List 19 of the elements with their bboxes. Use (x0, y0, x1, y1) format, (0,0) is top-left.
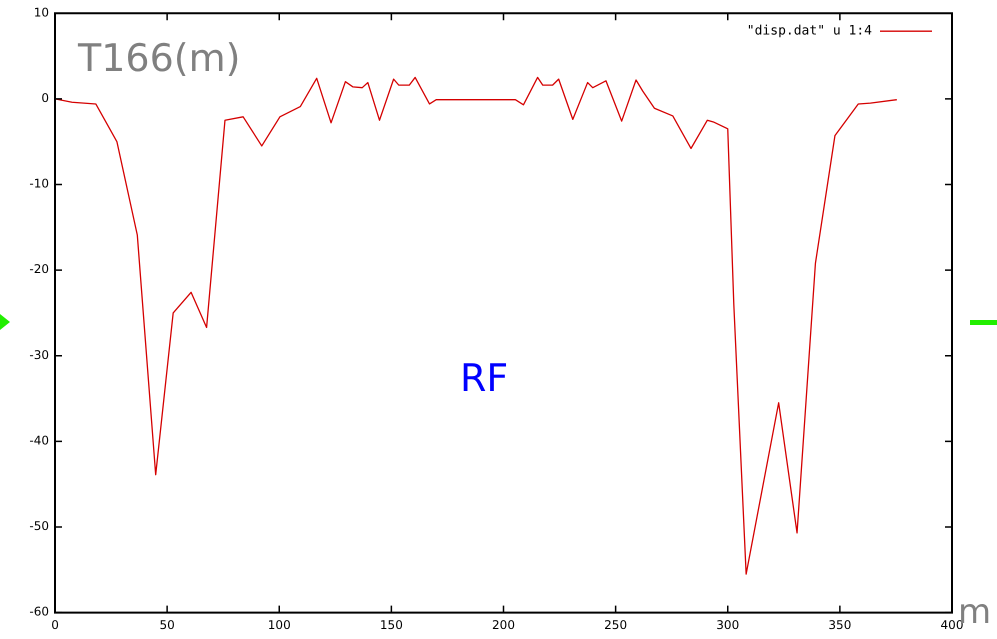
y-tick-label: -50 (29, 519, 49, 534)
y-tick-label: -10 (29, 176, 49, 191)
y-tick-label: -60 (29, 604, 49, 619)
y-tick-label: 0 (41, 90, 49, 105)
x-tick-label: 200 (492, 618, 515, 632)
x-tick-label: 50 (159, 618, 175, 632)
y-tick-label: -30 (29, 348, 49, 362)
x-tick-label: 100 (268, 618, 291, 632)
annotation: T166(m) (78, 36, 240, 80)
y-tick-label: 10 (34, 5, 49, 20)
y-tick-label: -40 (29, 433, 49, 448)
annotation: RF (460, 356, 508, 400)
x-tick-label: 150 (380, 618, 403, 632)
x-tick-label: 350 (828, 618, 852, 632)
x-tick-label: 250 (604, 618, 628, 632)
y-tick-label: -20 (29, 262, 49, 276)
x-tick-label: 0 (51, 618, 59, 632)
x-tick-label: 300 (716, 618, 740, 632)
legend-label: "disp.dat" u 1:4 (746, 24, 872, 39)
